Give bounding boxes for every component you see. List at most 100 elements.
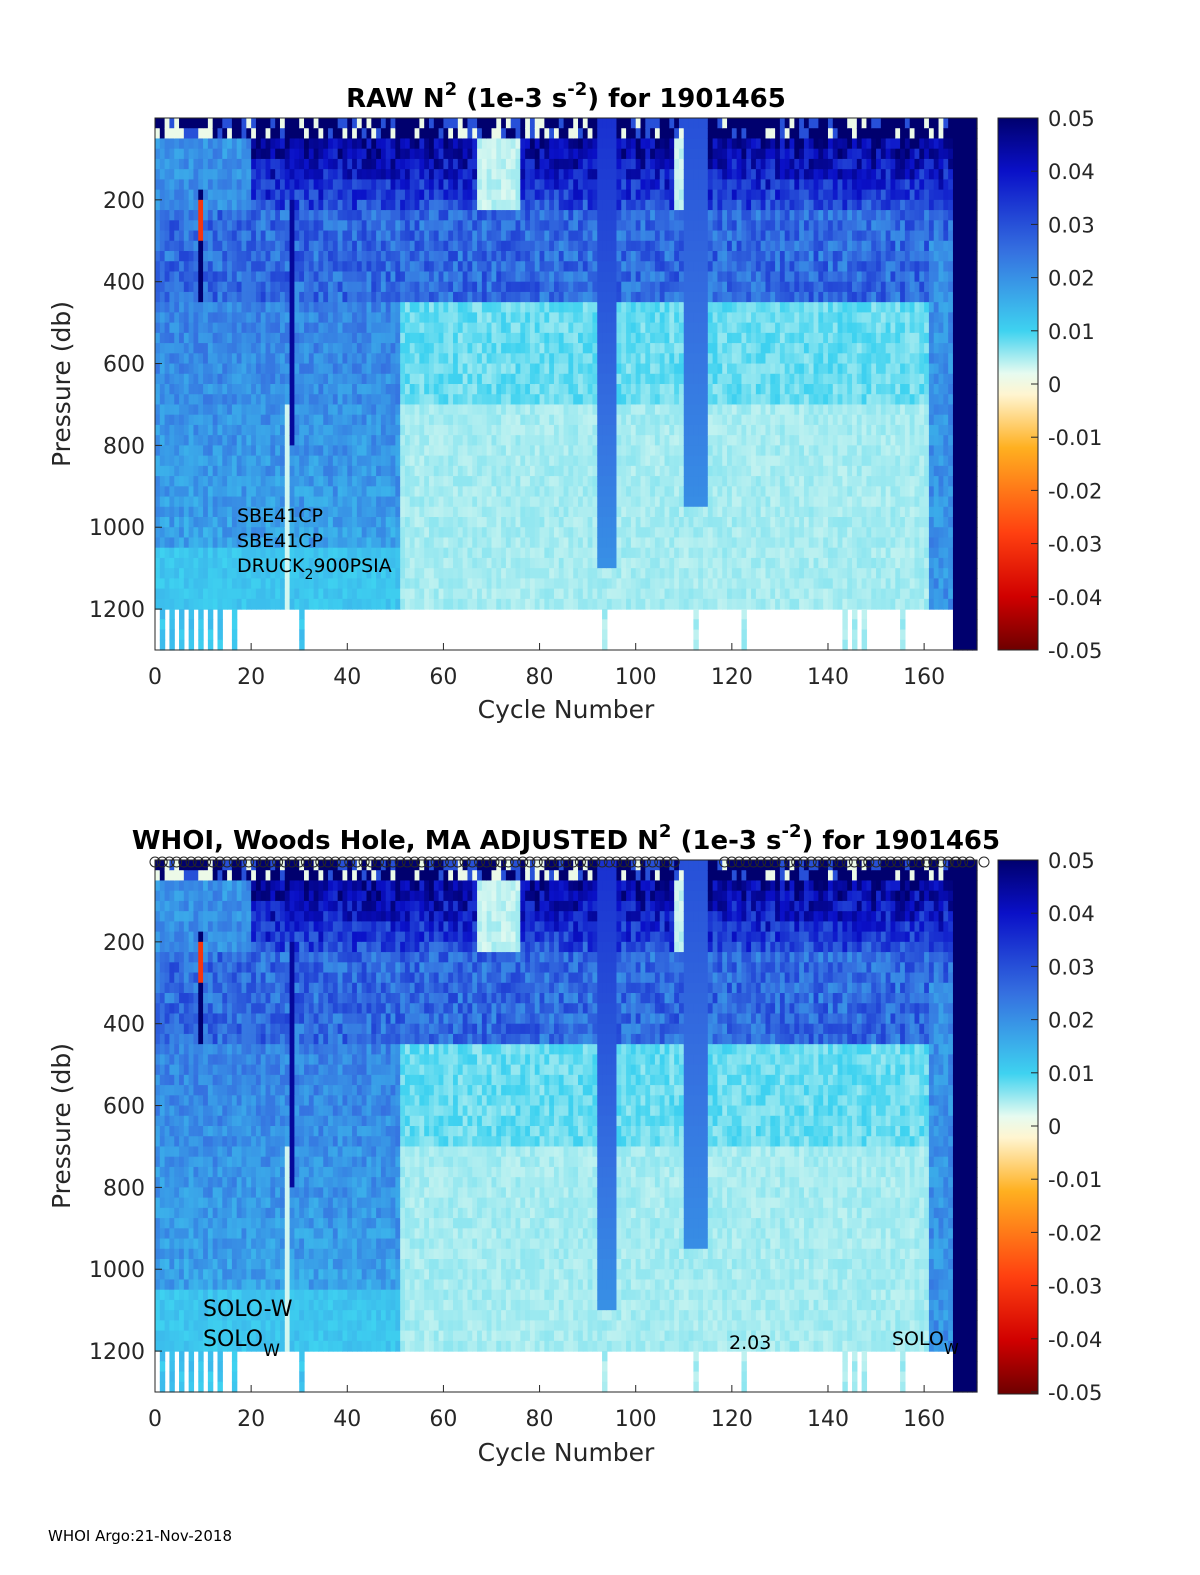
heatmap-cell	[592, 169, 598, 180]
heatmap-cell	[390, 261, 396, 273]
heatmap-cell	[645, 414, 651, 426]
heatmap-cell	[486, 251, 493, 262]
heatmap-cell	[573, 138, 579, 150]
heatmap-cell	[443, 230, 449, 242]
heatmap-cell	[203, 251, 209, 262]
heatmap-cell	[255, 598, 262, 610]
heatmap-cell	[323, 118, 329, 129]
heatmap-cell	[222, 496, 228, 508]
heatmap-cell	[582, 424, 589, 436]
heatmap-cell	[313, 568, 320, 579]
heatmap-cell	[582, 557, 589, 569]
heatmap-cell	[361, 353, 368, 365]
heatmap-cell	[544, 332, 550, 344]
heatmap-cell	[328, 394, 334, 406]
heatmap-cell	[193, 169, 199, 180]
heatmap-cell	[496, 271, 502, 283]
heatmap-cell	[549, 517, 555, 528]
heatmap-cell	[592, 291, 598, 303]
heatmap-cell	[371, 332, 377, 344]
heatmap-cell	[587, 291, 594, 303]
heatmap-cell	[491, 527, 497, 539]
heatmap-cell	[174, 527, 180, 539]
heatmap-cell	[650, 128, 656, 140]
heatmap-cell	[304, 189, 310, 201]
heatmap-cell	[236, 353, 243, 365]
heatmap-cell	[438, 598, 445, 610]
heatmap-cell	[578, 578, 584, 590]
heatmap-cell	[621, 281, 627, 293]
heatmap-cell	[231, 465, 238, 477]
heatmap-cell	[462, 291, 469, 303]
heatmap-cell	[260, 353, 267, 365]
heatmap-cell	[429, 445, 435, 457]
heatmap-cell	[155, 343, 161, 354]
heatmap-cell	[486, 588, 493, 600]
heatmap-cell	[251, 568, 257, 579]
heatmap-cell	[501, 158, 507, 170]
heatmap-cell	[289, 394, 296, 406]
heatmap-cell	[582, 598, 589, 610]
heatmap-cell	[217, 240, 223, 252]
heatmap-cell	[155, 547, 161, 559]
heatmap-cell	[429, 169, 435, 180]
heatmap-cell	[294, 302, 300, 313]
heatmap-cell	[251, 302, 257, 313]
heatmap-cell	[155, 353, 161, 365]
heatmap-cell	[318, 384, 324, 395]
heatmap-cell	[212, 179, 219, 191]
heatmap-cell	[626, 517, 632, 528]
heatmap-cell	[342, 455, 348, 467]
heatmap-cell	[496, 261, 502, 273]
heatmap-cell	[621, 527, 627, 539]
heatmap-cell	[515, 281, 521, 293]
heatmap-cell	[486, 291, 493, 303]
heatmap-cell	[342, 557, 348, 569]
heatmap-cell	[251, 557, 257, 569]
heatmap-cell	[529, 506, 536, 518]
heatmap-cell	[582, 537, 589, 549]
heatmap-cell	[179, 435, 185, 446]
heatmap-cell	[390, 598, 396, 610]
heatmap-cell	[611, 322, 618, 334]
heatmap-cell	[260, 138, 267, 150]
heatmap-cell	[361, 199, 368, 211]
heatmap-cell	[308, 251, 315, 262]
heatmap-cell	[299, 588, 305, 600]
heatmap-cell	[284, 291, 291, 303]
heatmap-cell	[635, 220, 642, 232]
heatmap-cell	[275, 506, 281, 518]
heatmap-cell	[438, 138, 445, 150]
heatmap-cell	[486, 598, 493, 610]
heatmap-cell	[371, 363, 377, 375]
heatmap-cell	[443, 404, 449, 416]
heatmap-cell	[424, 118, 430, 129]
heatmap-cell	[231, 619, 238, 631]
heatmap-cell	[457, 588, 464, 600]
heatmap-cell	[419, 220, 425, 232]
heatmap-cell	[496, 363, 502, 375]
heatmap-cell	[611, 169, 618, 180]
heatmap-cell	[457, 373, 464, 385]
heatmap-cell	[179, 465, 185, 477]
heatmap-cell	[553, 312, 560, 324]
heatmap-cell	[496, 476, 502, 487]
heatmap-cell	[472, 353, 478, 365]
heatmap-cell	[179, 547, 185, 559]
heatmap-cell	[616, 343, 622, 354]
heatmap-cell	[477, 169, 483, 180]
heatmap-cell	[188, 394, 195, 406]
heatmap-cell	[534, 199, 541, 211]
heatmap-cell	[265, 210, 271, 221]
heatmap-cell	[568, 394, 574, 406]
heatmap-cell	[563, 455, 570, 467]
heatmap-cell	[390, 322, 396, 334]
heatmap-cell	[414, 578, 420, 590]
heatmap-cell	[606, 537, 613, 549]
heatmap-cell	[227, 210, 233, 221]
heatmap-cell	[304, 445, 310, 457]
heatmap-cell	[539, 578, 545, 590]
heatmap-cell	[587, 332, 594, 344]
heatmap-cell	[366, 404, 372, 416]
heatmap-cell	[304, 537, 310, 549]
